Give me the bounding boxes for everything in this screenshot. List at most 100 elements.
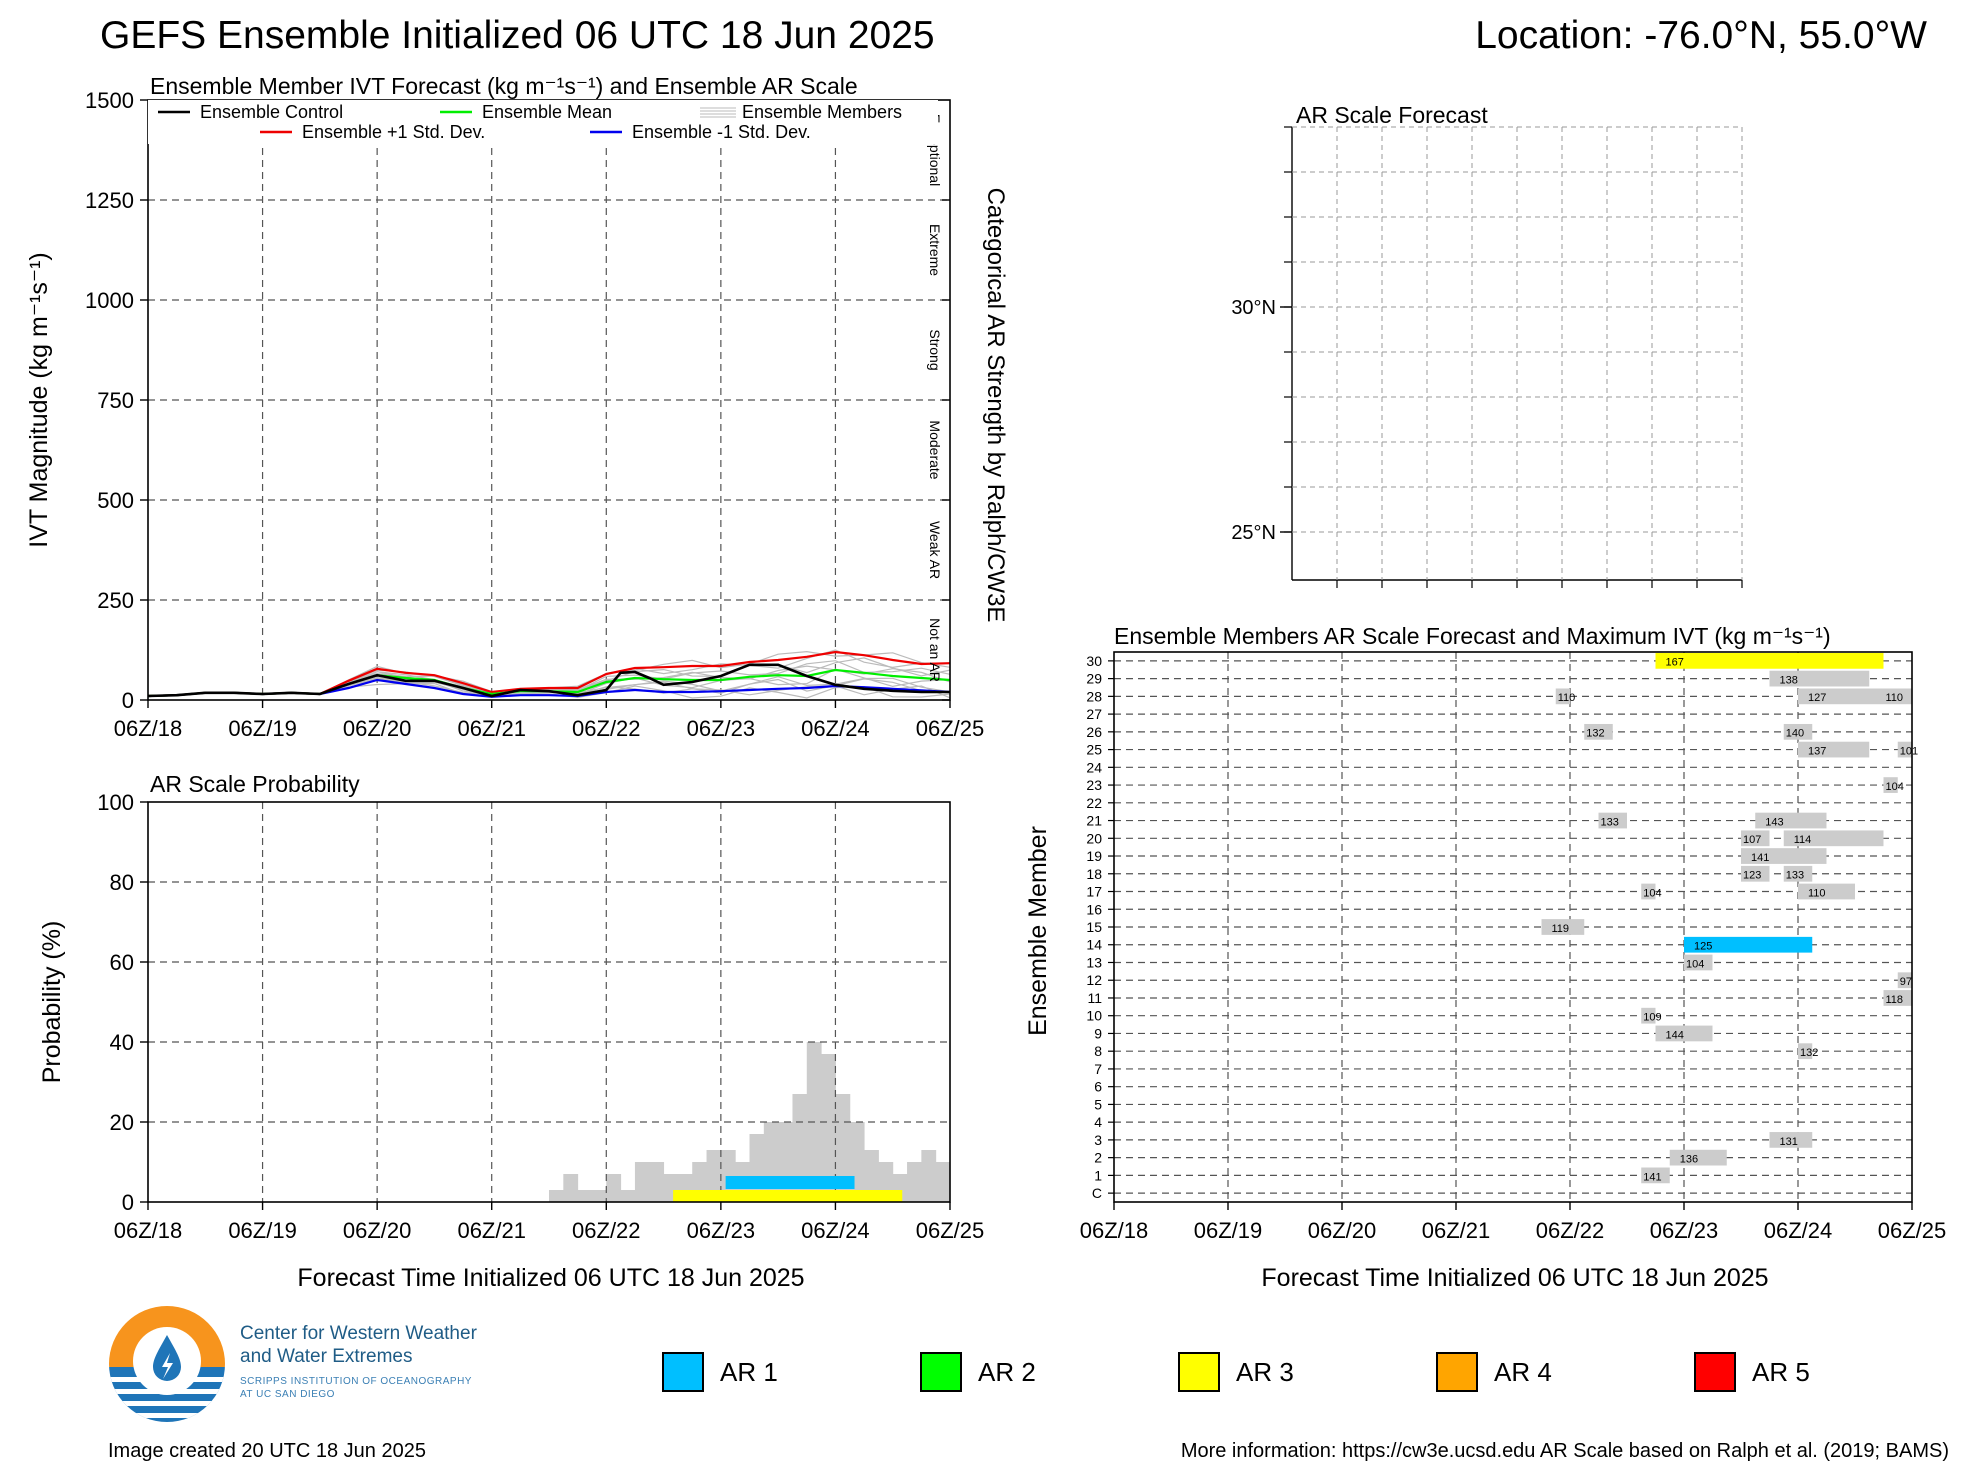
members-cell-ivt-label: 131 <box>1780 1136 1798 1148</box>
probability-bar <box>864 1150 879 1202</box>
probability-y-axis-label: Probability (%) <box>38 921 66 1084</box>
ivt-legend-label: Ensemble +1 Std. Dev. <box>302 122 485 142</box>
members-cell <box>1769 670 1870 687</box>
probability-x-axis-label: Forecast Time Initialized 06 UTC 18 Jun … <box>297 1264 804 1292</box>
ar-legend-item: AR 3 <box>1178 1352 1294 1392</box>
members-cell-ivt-label: 119 <box>1552 923 1570 935</box>
ivt-x-tick-label: 06Z/22 <box>572 716 641 741</box>
members-cell-ivt-label: 141 <box>1643 1171 1661 1183</box>
members-cell <box>1669 1149 1727 1166</box>
members-cell-ivt-label: 138 <box>1780 674 1798 686</box>
cw3e-logo-icon <box>109 1306 225 1422</box>
ivt-legend-label: Ensemble -1 Std. Dev. <box>632 122 811 142</box>
probability-chart-title: AR Scale Probability <box>150 771 360 797</box>
members-y-tick-label: 13 <box>1086 954 1102 970</box>
logo-sub-line-1: SCRIPPS INSTITUTION OF OCEANOGRAPHY <box>240 1376 472 1387</box>
ar-legend-item: AR 1 <box>662 1352 778 1392</box>
members-y-tick-label: 21 <box>1086 813 1102 829</box>
members-cell-ivt-label: 110 <box>1558 692 1576 704</box>
probability-x-tick-label: 06Z/18 <box>114 1218 183 1243</box>
probability-bar <box>706 1150 722 1202</box>
members-cell <box>1684 936 1813 953</box>
ivt-y-tick-label: 250 <box>97 588 134 613</box>
members-cell <box>1783 830 1884 847</box>
members-y-tick-label: 25 <box>1086 742 1102 758</box>
members-cell-ivt-label: 140 <box>1786 728 1804 740</box>
members-cell-ivt-label: 110 <box>1886 692 1904 704</box>
members-cell <box>1897 972 1912 989</box>
members-y-tick-label: 8 <box>1094 1043 1102 1059</box>
ar-legend-swatch <box>1436 1352 1478 1392</box>
members-cell <box>1897 741 1912 758</box>
map-lat-label: 30°N <box>1231 297 1276 319</box>
members-cell <box>1783 723 1813 740</box>
members-y-tick-label: 18 <box>1086 866 1102 882</box>
probability-y-tick-label: 0 <box>122 1190 134 1215</box>
ivt-control-line <box>147 663 950 698</box>
members-cell <box>1741 848 1827 864</box>
members-cell <box>1798 741 1870 758</box>
members-cell <box>1584 723 1613 740</box>
members-y-tick-label: 10 <box>1086 1008 1102 1024</box>
ivt-legend-bg <box>148 100 938 144</box>
members-y-tick-label: 14 <box>1086 937 1102 953</box>
map-grid: 30°N 25°N <box>1231 126 1743 588</box>
ar-legend-label: AR 1 <box>720 1356 778 1387</box>
members-cell <box>1783 865 1813 882</box>
members-cell <box>1655 1025 1713 1042</box>
ivt-legend-label: Ensemble Control <box>200 102 343 122</box>
probability-x-tick-label: 06Z/20 <box>343 1218 412 1243</box>
members-cell <box>1641 1167 1670 1184</box>
members-y-tick-label: 23 <box>1086 777 1102 793</box>
ivt-y-tick-label: 1250 <box>85 188 134 213</box>
members-cells: 167 138 110 127 110 132 140 137 101 104 133 143 107 1… <box>1541 653 1918 1184</box>
ivt-category-label: Not an AR <box>927 618 943 682</box>
members-y-tick-label: 7 <box>1094 1061 1102 1077</box>
probability-grid <box>148 802 950 1202</box>
ivt-chart: Ensemble Member IVT Forecast (kg m⁻¹s⁻¹)… <box>25 73 1009 741</box>
ivt-y-tick-label: 0 <box>122 688 134 713</box>
ar-legend-swatch <box>920 1352 962 1392</box>
ivt-category-label: Strong <box>927 329 943 370</box>
members-cell-ivt-label: 133 <box>1601 816 1619 828</box>
members-cell <box>1883 688 1912 705</box>
ar-legend-label: AR 2 <box>978 1356 1036 1387</box>
probability-ar-band <box>725 1176 855 1189</box>
members-cell-ivt-label: 136 <box>1680 1154 1698 1166</box>
probability-bar <box>821 1054 836 1202</box>
members-cell <box>1641 1007 1656 1024</box>
members-cell-ivt-label: 127 <box>1808 692 1826 704</box>
members-cell <box>1883 990 1912 1006</box>
members-y-tick-label: 16 <box>1086 901 1102 917</box>
ar-legend-swatch <box>662 1352 704 1392</box>
members-cell <box>1798 688 1884 705</box>
members-cell-ivt-label: 123 <box>1743 870 1761 882</box>
members-y-tick-label: 1 <box>1094 1167 1102 1183</box>
probability-axes: 0 20 40 60 80 100 06Z/18 06Z/19 06Z/20 06Z/21 06Z/… <box>97 790 984 1243</box>
members-cell-ivt-label: 144 <box>1666 1029 1684 1041</box>
members-cell <box>1598 812 1627 829</box>
members-cell <box>1798 883 1855 900</box>
members-grid <box>1114 652 1912 1202</box>
members-cell <box>1755 812 1827 829</box>
members-cell <box>1555 688 1570 705</box>
ivt-y-tick-label: 500 <box>97 488 134 513</box>
members-cell-ivt-label: 107 <box>1743 834 1761 846</box>
probability-x-tick-label: 06Z/25 <box>916 1218 985 1243</box>
ivt-category-label: Extreme <box>927 224 943 276</box>
members-y-tick-label: 22 <box>1086 795 1102 811</box>
probability-bar <box>792 1094 808 1202</box>
probability-bar <box>606 1174 622 1202</box>
members-cell <box>1541 919 1585 935</box>
members-cell-ivt-label: 104 <box>1643 887 1661 899</box>
ivt-x-tick-label: 06Z/21 <box>457 716 526 741</box>
probability-bar <box>907 1162 922 1202</box>
members-x-tick-label: 06Z/19 <box>1194 1218 1263 1243</box>
ivt-y-tick-label: 750 <box>97 388 134 413</box>
members-cell-ivt-label: 133 <box>1786 870 1804 882</box>
members-cell-ivt-label: 167 <box>1666 657 1684 669</box>
members-cell-ivt-label: 132 <box>1800 1047 1818 1059</box>
map-lat-label: 25°N <box>1231 522 1276 544</box>
members-cell-ivt-label: 143 <box>1765 816 1783 828</box>
charts-canvas: Ensemble Member IVT Forecast (kg m⁻¹s⁻¹)… <box>25 73 1946 1292</box>
